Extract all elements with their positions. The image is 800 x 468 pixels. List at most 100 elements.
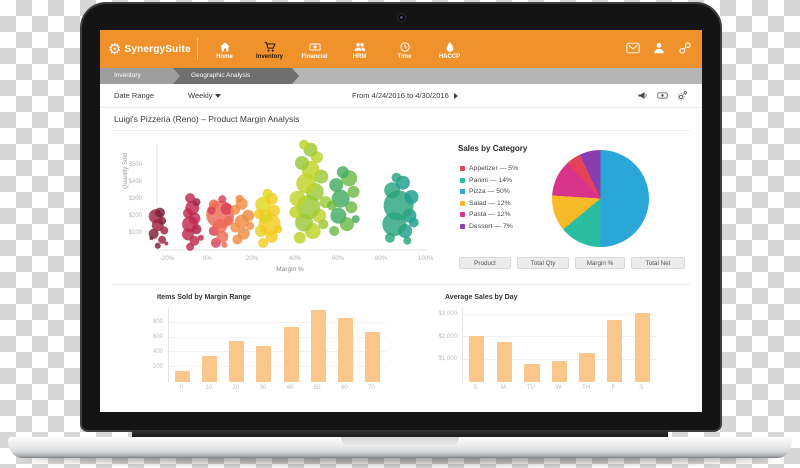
bubble <box>237 227 250 240</box>
bubble-x-tick: -20% <box>160 256 175 262</box>
bubble-x-tick: 100% <box>418 256 434 262</box>
droplet-icon <box>446 41 453 52</box>
bar <box>337 318 353 382</box>
period-dropdown[interactable]: Weekly <box>188 91 222 100</box>
bar <box>607 320 623 382</box>
gear-settings-icon[interactable] <box>677 90 688 101</box>
bubble <box>293 231 306 244</box>
bubble <box>242 209 255 222</box>
bubble-y-tick: $200 <box>128 212 142 219</box>
margin-range-chart <box>168 308 386 382</box>
x-tick: 50 <box>313 385 321 391</box>
divider <box>112 130 690 131</box>
brand-name: SynergySuite <box>124 43 191 55</box>
bar <box>229 340 245 382</box>
y-tick: $1,000 <box>438 356 457 363</box>
bubble <box>197 234 204 241</box>
legend-swatch <box>460 189 465 195</box>
bar <box>283 326 299 382</box>
legend-item-salad: Salad — 12% <box>460 198 518 210</box>
bubble <box>318 219 329 230</box>
bubble <box>327 200 337 211</box>
bubble <box>185 193 196 204</box>
bubble <box>220 202 233 215</box>
link-icon[interactable] <box>678 41 692 55</box>
nav-item-time[interactable]: Time <box>382 34 427 66</box>
bubble <box>347 185 360 198</box>
breadcrumb-geographic-analysis[interactable]: Geographic Analysis <box>173 68 299 84</box>
bubble <box>391 172 402 183</box>
bubble <box>351 215 360 224</box>
nav-divider <box>197 38 198 60</box>
bar <box>579 353 595 382</box>
user-icon[interactable] <box>652 41 666 55</box>
bar <box>175 370 190 382</box>
legend-swatch <box>460 200 465 206</box>
nav-utility-icons <box>626 41 692 55</box>
pie-chart-title: Sales by Category <box>458 144 528 153</box>
bubble <box>253 209 264 219</box>
x-tick: 30 <box>259 385 267 391</box>
gridline <box>463 336 656 338</box>
bubble-y-tick: $300 <box>128 195 142 202</box>
total-qty-button[interactable]: Total Qty <box>517 257 569 269</box>
nav-item-haccp[interactable]: HACCP <box>427 34 472 66</box>
legend-item-pizza: Pizza — 50% <box>460 186 518 198</box>
mail-icon[interactable] <box>626 41 640 55</box>
bubble <box>154 242 161 249</box>
nav-menu: Home Inventory Financial HRM Time HACCP <box>202 34 472 66</box>
total-net-button[interactable]: Total Net <box>631 257 685 269</box>
top-nav-bar: ⚙ SynergySuite Home Inventory Financial … <box>100 30 702 68</box>
bubble-x-tick: 60% <box>332 256 345 262</box>
daily-sales-x-axis: S M TU W TH F S <box>462 385 655 395</box>
next-period-icon <box>453 93 458 100</box>
gridline <box>169 351 386 353</box>
webcam-dot <box>397 13 406 22</box>
bubble-x-axis-label: Margin % <box>276 266 304 273</box>
bubble <box>384 182 401 199</box>
laptop-hinge <box>132 430 668 439</box>
date-toolbar: Date Range Weekly From 4/24/2016 to 4/30… <box>100 84 702 108</box>
bubble-y-tick: $500 <box>128 161 142 168</box>
clock-icon <box>399 41 410 52</box>
gears-logo-icon: ⚙ <box>108 40 122 58</box>
date-range-value[interactable]: From 4/24/2016 to 4/30/2016 <box>352 91 458 100</box>
bar <box>551 360 568 382</box>
daily-sales-y-axis: $1,000 $2,000 $3,000 <box>430 308 460 382</box>
margin-pct-button[interactable]: Margin % <box>575 257 625 269</box>
bubble <box>289 206 302 219</box>
nav-item-hrm[interactable]: HRM <box>337 34 382 66</box>
bubble-y-tick: $400 <box>128 178 142 185</box>
bubble <box>299 139 309 150</box>
gridline <box>463 313 656 315</box>
cart-icon <box>264 41 276 52</box>
bubble <box>336 166 349 179</box>
breadcrumb-inventory[interactable]: Inventory <box>100 68 180 84</box>
gridline <box>169 366 386 368</box>
megaphone-icon[interactable] <box>637 90 648 101</box>
bubble <box>223 215 234 226</box>
bubble <box>404 190 419 204</box>
divider <box>112 284 690 285</box>
bar <box>496 342 512 382</box>
x-tick: 70 <box>368 385 375 391</box>
bubble <box>267 204 280 217</box>
bubble <box>158 235 167 244</box>
bar <box>364 332 380 382</box>
bar <box>469 336 485 382</box>
legend-swatch <box>460 223 465 229</box>
product-button[interactable]: Product <box>459 257 511 269</box>
x-tick: TH <box>582 385 591 391</box>
nav-item-financial[interactable]: Financial <box>292 34 337 66</box>
x-tick: F <box>611 385 616 391</box>
bubble <box>235 194 244 203</box>
nav-item-inventory[interactable]: Inventory <box>247 34 292 66</box>
legend-item-pasta: Pasta — 12% <box>460 209 518 221</box>
brand-logo[interactable]: ⚙ SynergySuite <box>108 39 191 59</box>
money-icon[interactable] <box>657 90 668 101</box>
people-icon <box>354 42 365 51</box>
nav-item-home[interactable]: Home <box>202 34 247 66</box>
legend-item-appetizer: Appetizer — 5% <box>460 163 518 175</box>
bubble-y-tick: $100 <box>128 229 142 236</box>
chevron-down-icon <box>215 94 222 99</box>
